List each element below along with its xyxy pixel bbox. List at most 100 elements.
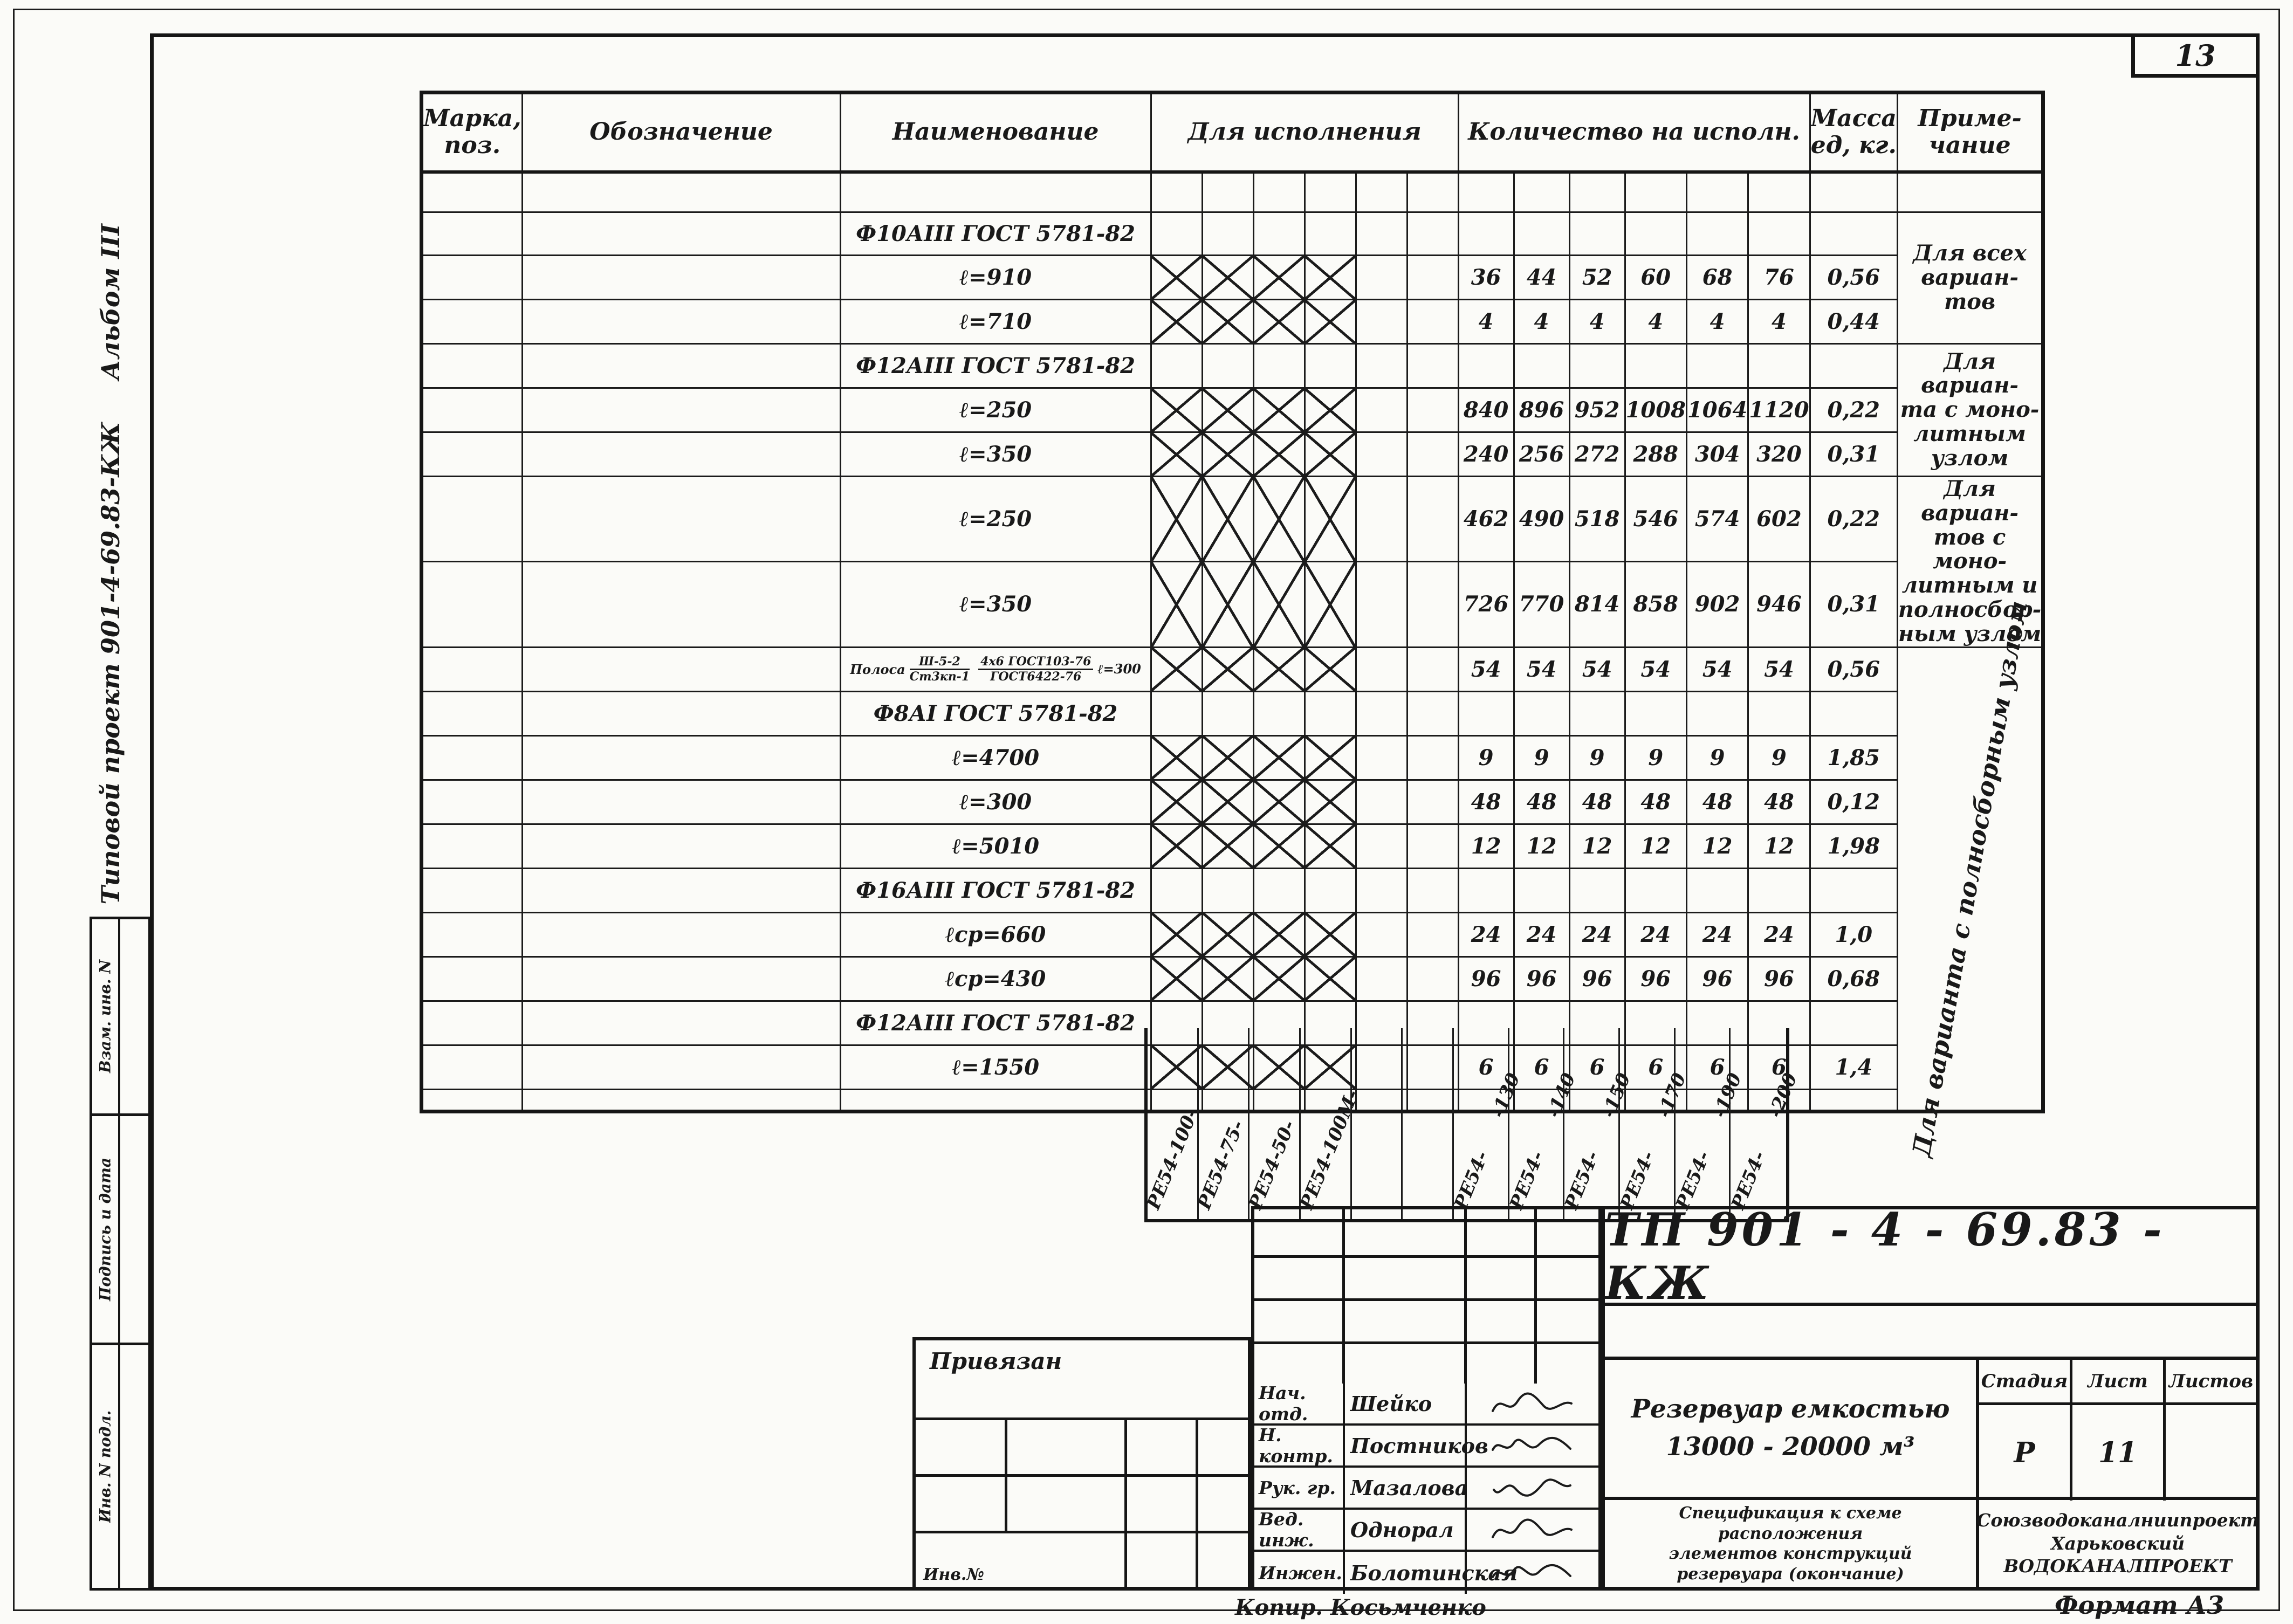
execution-cell (1252, 299, 1306, 345)
fraction-bottom: ГОСТ6422-76 (990, 669, 1082, 684)
qty-cell: 6 (1624, 1044, 1687, 1090)
execution-cell (1406, 779, 1459, 825)
execution-cell (1201, 690, 1254, 737)
stamp-cell: Подпись и дата (92, 1116, 148, 1345)
grid-cell (1467, 1258, 1537, 1298)
table-row: ℓ=5010 12 12 12 12 12 12 1,98 (421, 823, 2043, 869)
execution-cell (1252, 387, 1306, 433)
table-row: ℓ=350 726 770 814 858 902 946 0,31 (421, 561, 2043, 648)
qty-cell: 320 (1747, 431, 1811, 477)
header-qty: Количество на исполн. (1457, 92, 1811, 174)
stamp-cell-blank-col (120, 919, 148, 1113)
header-note: Приме- чание (1896, 92, 2044, 174)
stage-header: Стадия (1979, 1360, 2072, 1402)
execution-cell (1355, 867, 1408, 913)
qty-cell: 12 (1747, 823, 1811, 869)
execution-legend: РЕ54-100- РЕ54-75- РЕ54-50- РЕ54-100М- РЕ54-… (1142, 1028, 1802, 1222)
table-row (421, 1088, 2043, 1112)
designation-cell (521, 1000, 841, 1046)
qty-cell (1568, 690, 1626, 737)
designation-cell (521, 475, 841, 563)
qty-cell: 24 (1685, 911, 1749, 958)
qty-cell: 48 (1568, 779, 1626, 825)
execution-cell (1201, 1088, 1254, 1112)
format-label: Формат А3 (2055, 1591, 2225, 1620)
project-vertical-label: Типовой проект 901-4-69.83-КЖ (96, 422, 125, 905)
execution-column-label-cell (1403, 1028, 1454, 1219)
signature-name: Болотинская (1345, 1552, 1518, 1594)
grid-cell (916, 1477, 1007, 1531)
execution-cell (1252, 1000, 1306, 1046)
qty-cell (1457, 211, 1515, 256)
signature-role: Н. контр. (1254, 1425, 1345, 1467)
execution-cell (1355, 1000, 1408, 1046)
execution-cell (1406, 343, 1459, 389)
blank-band (1602, 1303, 2260, 1360)
polosa-suffix: ℓ=300 (1097, 661, 1141, 677)
name-cell: ℓ=1550 (839, 1044, 1152, 1090)
qty-column-label-cell: РЕ54- -150 (1561, 1028, 1635, 1219)
designation-cell (521, 211, 841, 256)
note-rotated-text: Для варианта с полносборным узлом (1906, 598, 2033, 1159)
execution-cell (1252, 867, 1306, 913)
signature-role: Рук. гр. (1254, 1468, 1345, 1508)
execution-cell (1406, 254, 1459, 300)
qty-cell: 4 (1568, 299, 1626, 345)
execution-cell (1303, 911, 1357, 958)
execution-cell (1303, 779, 1357, 825)
execution-cell (1355, 171, 1408, 213)
stage-value: Р (1979, 1405, 2072, 1501)
grid-cell (1007, 1420, 1127, 1474)
signature-name: Мазалова (1345, 1468, 1468, 1508)
qty-cell: 946 (1747, 561, 1811, 648)
stamp-cell-blank-col (120, 1116, 148, 1343)
name-cell: ℓ=300 (839, 779, 1152, 825)
revision-grid-row (1254, 1258, 1598, 1301)
execution-cell (1303, 299, 1357, 345)
qty-cell (1747, 1088, 1811, 1112)
qty-column-label-cell: РЕ54- -140 (1506, 1028, 1580, 1219)
qty-cell (1568, 211, 1626, 256)
qty-cell: 68 (1685, 254, 1749, 300)
execution-cell (1303, 1088, 1357, 1112)
document-title-cell: Спецификация к схеме расположения элемен… (1602, 1497, 1979, 1591)
stamp-cell-label-col: Подпись и дата (92, 1116, 120, 1343)
sheets-header: Листов (2168, 1370, 2254, 1392)
table-row: Ф16АIII ГОСТ 5781-82 (421, 867, 2043, 913)
signature-stroke (1492, 1564, 1571, 1578)
qty-cell (1624, 1000, 1687, 1046)
stamp-cell: Взам. инв. N (92, 919, 148, 1116)
name-cell: Ф10АIII ГОСТ 5781-82 (839, 211, 1152, 256)
execution-cell (1406, 955, 1459, 1002)
qty-cell: 48 (1624, 779, 1687, 825)
grid-cell (1127, 1420, 1198, 1474)
grid-cell (1127, 1477, 1198, 1531)
execution-cell (1406, 171, 1459, 213)
header-for-execution: Для исполнения (1150, 92, 1459, 174)
execution-cell (1303, 690, 1357, 737)
qty-cell: 48 (1747, 779, 1811, 825)
signature-cell (1467, 1510, 1598, 1550)
signature-row: Рук. гр. Мазалова (1254, 1468, 1598, 1510)
mass-cell: 0,22 (1809, 387, 1898, 433)
qty-cell: 9 (1513, 734, 1570, 781)
designation-cell (521, 431, 841, 477)
qty-cell: 36 (1457, 254, 1515, 300)
execution-cell (1252, 1044, 1306, 1090)
fraction-top: 4х6 ГОСТ103-76 (978, 655, 1094, 670)
name-cell: ℓ=910 (839, 254, 1152, 300)
mass-cell: 0,68 (1809, 955, 1898, 1002)
stamp-cell-label: Взам. инв. N (96, 959, 114, 1074)
mass-cell: 0,31 (1809, 431, 1898, 477)
execution-cell (1201, 911, 1254, 958)
qty-cell: 1120 (1747, 387, 1811, 433)
qty-cell (1747, 867, 1811, 913)
execution-cell (1201, 955, 1254, 1002)
table-row: ℓ=1550 6 6 6 6 6 6 1,4 (421, 1044, 2043, 1090)
qty-cell: 902 (1685, 561, 1749, 648)
qty-cell: 24 (1568, 911, 1626, 958)
execution-cell (1201, 431, 1254, 477)
execution-cell (1406, 646, 1459, 692)
qty-cell: 602 (1747, 475, 1811, 563)
